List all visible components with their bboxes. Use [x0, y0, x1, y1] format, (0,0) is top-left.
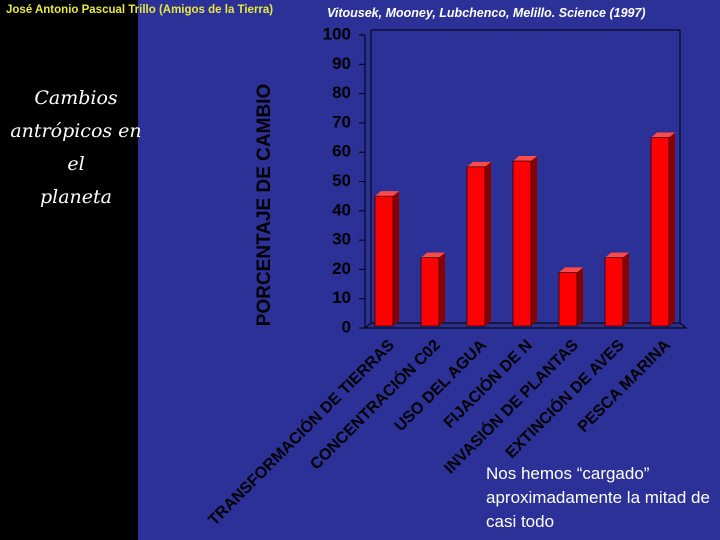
bar — [374, 191, 399, 327]
left-panel — [0, 0, 138, 540]
bar — [604, 252, 629, 327]
bar-top — [375, 191, 399, 197]
bar-top — [467, 161, 491, 167]
y-tick-label: 10 — [332, 288, 351, 307]
bar — [512, 155, 537, 327]
bar-top — [651, 132, 675, 138]
bar-front — [512, 160, 532, 327]
bar-side — [669, 132, 675, 326]
y-tick-label: 70 — [332, 112, 351, 131]
x-tick-label: TRANSFORMACIÓN DE TIERRAS — [204, 335, 398, 529]
y-tick-label: 60 — [332, 142, 351, 161]
y-tick-label: 90 — [332, 54, 351, 73]
bar — [558, 267, 583, 327]
bar — [420, 252, 445, 327]
bar-top — [559, 267, 583, 273]
bars — [374, 132, 675, 327]
y-tick-label: 20 — [332, 259, 351, 278]
y-tick-label: 30 — [332, 230, 351, 249]
bar-side — [439, 252, 445, 326]
bar-top — [605, 252, 629, 258]
bar-front — [650, 137, 670, 327]
y-tick-label: 80 — [332, 83, 351, 102]
bar-front — [420, 257, 440, 327]
bar-front — [466, 166, 486, 327]
y-tick-label: 0 — [342, 317, 351, 336]
slide-title-line-2: antrópicos en el — [10, 120, 142, 175]
y-tick-label: 40 — [332, 200, 351, 219]
bar-front — [374, 195, 394, 327]
slide-title-line-1: Cambios — [34, 87, 118, 109]
slide-title: Cambios antrópicos en el planeta — [0, 82, 152, 214]
bar-top — [513, 155, 537, 161]
bar-top — [421, 252, 445, 258]
author-credit: José Antonio Pascual Trillo (Amigos de l… — [6, 4, 274, 16]
bar-side — [485, 161, 491, 326]
bar — [650, 132, 675, 327]
bar-side — [393, 191, 399, 326]
y-axis: 0 10 20 30 40 50 60 70 80 90 100 — [323, 24, 365, 336]
bar-side — [577, 267, 583, 326]
citation: Vitousek, Mooney, Lubchenco, Melillo. Sc… — [327, 6, 646, 20]
bar-side — [531, 155, 537, 326]
x-tick-label-line: TRANSFORMACIÓN DE TIERRAS — [204, 335, 398, 529]
slide-title-line-3: planeta — [39, 186, 112, 208]
footnote: Nos hemos “cargado” aproximadamente la m… — [486, 464, 710, 531]
bar-front — [604, 257, 624, 327]
y-tick-label: 50 — [332, 171, 351, 190]
bar-front — [558, 272, 578, 327]
y-axis-label: PORCENTAJE DE CAMBIO — [254, 84, 275, 326]
bar-side — [623, 252, 629, 326]
y-tick-label: 100 — [323, 24, 351, 43]
bar — [466, 161, 491, 327]
